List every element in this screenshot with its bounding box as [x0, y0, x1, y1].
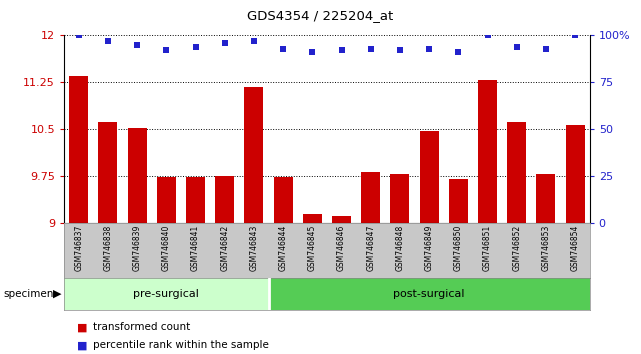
Bar	[269, 278, 590, 310]
Bar	[332, 216, 351, 223]
Text: GSM746852: GSM746852	[512, 225, 521, 271]
Bar	[362, 172, 380, 223]
Text: GSM746843: GSM746843	[249, 225, 258, 271]
Text: GSM746844: GSM746844	[279, 225, 288, 271]
Text: GSM746853: GSM746853	[542, 225, 551, 271]
Text: specimen: specimen	[3, 289, 54, 299]
Bar	[99, 122, 117, 223]
Bar	[303, 214, 322, 223]
Text: pre-surgical: pre-surgical	[133, 289, 199, 299]
Bar	[449, 179, 468, 223]
Text: GSM746850: GSM746850	[454, 225, 463, 271]
Text: GSM746846: GSM746846	[337, 225, 346, 271]
Text: GSM746848: GSM746848	[395, 225, 404, 271]
Bar	[478, 80, 497, 223]
Text: GSM746838: GSM746838	[103, 225, 112, 271]
Text: GSM746842: GSM746842	[221, 225, 229, 271]
Text: GSM746840: GSM746840	[162, 225, 171, 271]
Bar	[390, 174, 410, 223]
Bar	[565, 125, 585, 223]
Text: GSM746854: GSM746854	[570, 225, 579, 271]
Bar	[537, 174, 555, 223]
Bar	[274, 177, 292, 223]
Text: transformed count: transformed count	[93, 322, 190, 332]
Bar	[157, 177, 176, 223]
Text: GSM746847: GSM746847	[366, 225, 375, 271]
Text: GSM746839: GSM746839	[133, 225, 142, 271]
Text: percentile rank within the sample: percentile rank within the sample	[93, 340, 269, 350]
Bar	[215, 176, 234, 223]
Text: GSM746841: GSM746841	[191, 225, 200, 271]
Text: ▶: ▶	[53, 289, 62, 299]
Text: GSM746837: GSM746837	[74, 225, 83, 271]
Bar	[64, 278, 269, 310]
Bar	[186, 177, 205, 223]
Bar	[420, 131, 438, 223]
Text: ■: ■	[77, 322, 87, 332]
Bar	[69, 76, 88, 223]
Text: GSM746845: GSM746845	[308, 225, 317, 271]
Text: GSM746849: GSM746849	[424, 225, 433, 271]
Bar	[244, 87, 263, 223]
Bar	[507, 122, 526, 223]
Bar	[128, 128, 147, 223]
Text: ■: ■	[77, 340, 87, 350]
Text: post-surgical: post-surgical	[394, 289, 465, 299]
Text: GDS4354 / 225204_at: GDS4354 / 225204_at	[247, 9, 394, 22]
Text: GSM746851: GSM746851	[483, 225, 492, 271]
